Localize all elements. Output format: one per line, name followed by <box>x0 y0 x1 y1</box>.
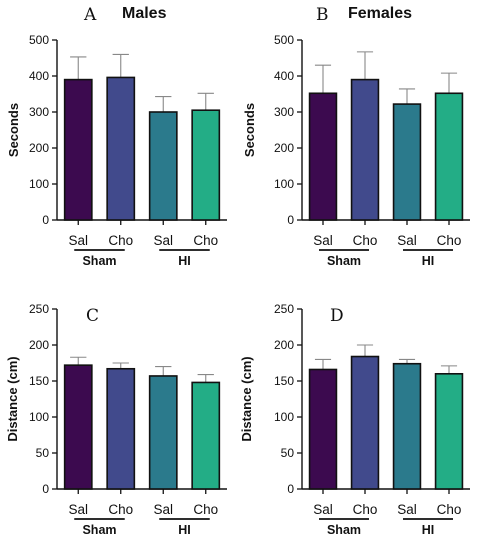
group-label-hi: HI <box>422 523 435 537</box>
y-tick-label: 0 <box>287 213 294 227</box>
bar-sal <box>63 78 93 221</box>
group-label-sham: Sham <box>82 254 116 268</box>
y-tick-label: 200 <box>29 141 49 155</box>
panel-d: D Distance (cm) 0 50 100 150 200 250 Sal Cho Sal… <box>239 302 470 537</box>
plot-area-a: 0 100 200 300 400 500 Sal Cho Sal Cho Sham HI <box>29 33 227 268</box>
y-tick-label: 100 <box>29 410 49 424</box>
category-label: Sal <box>68 233 88 248</box>
bar-sal <box>148 111 178 221</box>
y-tick-label: 200 <box>29 338 49 352</box>
panel-letter-a: A <box>83 5 97 25</box>
plot-area-c: 0 50 100 150 200 250 Sal Cho Sal Cho Sham HI <box>29 302 227 537</box>
plot-area-d: 0 50 100 150 200 250 Sal Cho Sal Cho Sham HI <box>274 302 470 537</box>
y-tick-label: 0 <box>42 482 49 496</box>
panel-letter-b: B <box>316 5 329 25</box>
y-tick-label: 100 <box>274 177 294 191</box>
bar-sal <box>308 368 338 490</box>
bar-cho <box>191 109 221 221</box>
bar-cho <box>106 76 136 221</box>
y-tick-label: 50 <box>281 446 295 460</box>
panel-title-females: Females <box>348 5 412 22</box>
bar-cho <box>191 381 221 490</box>
group-label-hi: HI <box>422 254 435 268</box>
bar-sal <box>392 103 422 221</box>
group-label-sham: Sham <box>327 523 361 537</box>
category-label: Cho <box>353 233 378 248</box>
y-tick-label: 50 <box>36 446 50 460</box>
panel-letter-d: D <box>330 306 344 326</box>
bar-cho <box>106 367 136 490</box>
panel-letter-c: C <box>86 306 99 326</box>
bar-sal <box>392 362 422 490</box>
category-label: Sal <box>153 502 173 517</box>
category-label: Cho <box>437 502 462 517</box>
category-label: Sal <box>397 233 417 248</box>
y-tick-label: 150 <box>29 374 49 388</box>
category-label: Sal <box>313 502 333 517</box>
panel-title-males: Males <box>122 5 167 22</box>
category-label: Cho <box>108 502 133 517</box>
category-label: Cho <box>193 233 218 248</box>
y-tick-label: 0 <box>42 213 49 227</box>
category-label: Cho <box>437 233 462 248</box>
y-tick-label: 400 <box>274 69 294 83</box>
panel-b: B Females Seconds 0 100 200 300 400 500 Sal Cho… <box>242 5 470 268</box>
category-label: Sal <box>153 233 173 248</box>
y-tick-label: 300 <box>29 105 49 119</box>
bar-sal <box>63 364 93 490</box>
bar-cho <box>350 78 380 221</box>
y-tick-label: 250 <box>29 302 49 316</box>
y-tick-label: 300 <box>274 105 294 119</box>
group-label-hi: HI <box>178 523 191 537</box>
y-axis-label-c: Distance (cm) <box>5 356 20 441</box>
category-label: Cho <box>108 233 133 248</box>
y-axis-label-b: Seconds <box>242 103 257 157</box>
category-label: Sal <box>68 502 88 517</box>
category-label: Cho <box>193 502 218 517</box>
y-tick-label: 200 <box>274 141 294 155</box>
y-tick-label: 200 <box>274 338 294 352</box>
y-tick-label: 500 <box>274 33 294 47</box>
category-label: Sal <box>397 502 417 517</box>
bar-cho <box>434 372 464 490</box>
y-axis-label-a: Seconds <box>6 103 21 157</box>
plot-area-b: 0 100 200 300 400 500 Sal Cho Sal Cho Sham HI <box>274 33 470 268</box>
panel-a: A Males Seconds 0 100 200 300 400 500 Sal Cho Sa… <box>6 5 227 268</box>
category-label: Sal <box>313 233 333 248</box>
bar-cho <box>434 92 464 221</box>
group-label-sham: Sham <box>327 254 361 268</box>
y-axis-label-d: Distance (cm) <box>239 356 254 441</box>
panel-c: C Distance (cm) 0 50 100 150 200 250 Sal Cho Sal… <box>5 302 227 537</box>
y-tick-label: 100 <box>274 410 294 424</box>
y-tick-label: 500 <box>29 33 49 47</box>
category-label: Cho <box>353 502 378 517</box>
y-tick-label: 100 <box>29 177 49 191</box>
bar-sal <box>148 375 178 490</box>
bar-cho <box>350 355 380 490</box>
y-tick-label: 0 <box>287 482 294 496</box>
bar-sal <box>308 92 338 221</box>
y-tick-label: 250 <box>274 302 294 316</box>
y-tick-label: 400 <box>29 69 49 83</box>
y-tick-label: 150 <box>274 374 294 388</box>
group-label-sham: Sham <box>82 523 116 537</box>
group-label-hi: HI <box>178 254 191 268</box>
